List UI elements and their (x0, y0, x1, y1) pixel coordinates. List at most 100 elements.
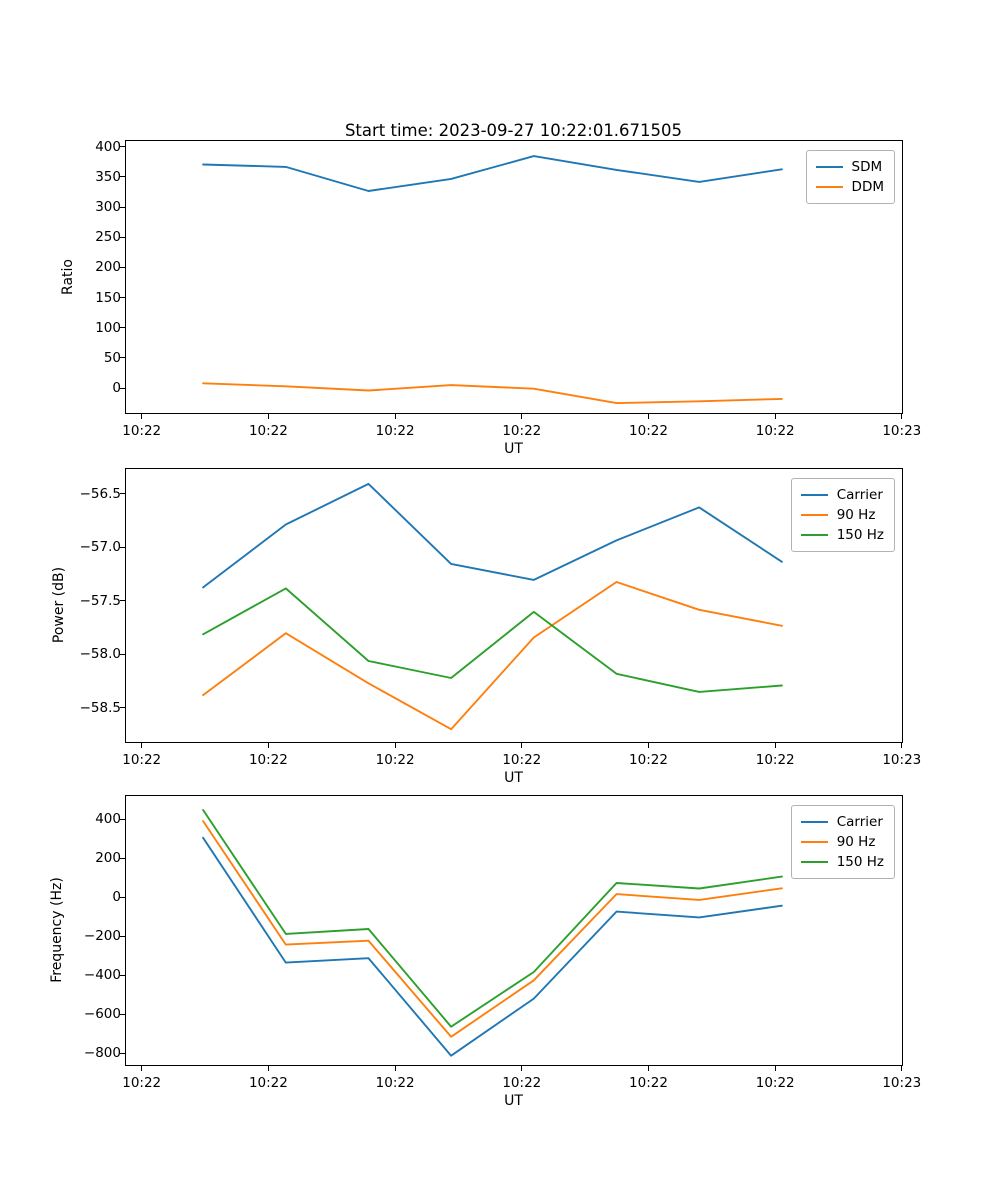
series-line-90-hz (202, 820, 783, 1038)
x-tick-mark (774, 1066, 776, 1071)
y-tick-label: −56.5 (79, 485, 121, 502)
x-tick-label: 10:22 (629, 423, 668, 439)
y-tick-mark (120, 857, 125, 859)
y-tick-mark (120, 266, 125, 268)
x-tick-mark (394, 414, 396, 419)
x-tick-label: 10:22 (375, 752, 415, 768)
legend-swatch-90-hz (800, 841, 828, 843)
legend-label: 150 Hz (836, 854, 884, 870)
y-tick-mark (120, 206, 125, 208)
legend-item: SDM (815, 159, 884, 175)
y-tick-label: −200 (83, 928, 121, 945)
series-line-ddm (202, 382, 783, 405)
y-tick-label: 200 (95, 850, 121, 867)
y-tick-label: 350 (95, 168, 121, 185)
y-tick-label: −600 (83, 1006, 121, 1023)
legend-label: 150 Hz (836, 527, 884, 543)
legend-ratio: SDM DDM (805, 150, 895, 204)
legend-swatch-150-hz (800, 534, 828, 536)
figure-title: Start time: 2023-09-27 10:22:01.671505 (344, 121, 683, 140)
x-tick-mark (774, 743, 776, 748)
y-tick-mark (120, 818, 125, 820)
y-tick-label: −800 (83, 1045, 121, 1062)
legend-item: Carrier (800, 814, 884, 830)
x-tick-label: 10:23 (882, 752, 922, 768)
x-tick-label: 10:22 (502, 423, 542, 439)
x-tick-mark (648, 1066, 649, 1071)
y-tick-label: 50 (103, 349, 121, 366)
series-line-150-hz (202, 809, 783, 1028)
legend-item: Carrier (800, 487, 884, 503)
x-tick-label: 10:22 (122, 1075, 162, 1091)
x-tick-label: 10:22 (248, 423, 288, 439)
legend-label: SDM (851, 159, 883, 175)
series-line-sdm (202, 155, 783, 192)
x-tick-mark (901, 414, 903, 419)
y-tick-mark (120, 1013, 125, 1015)
y-tick-label: 200 (95, 259, 121, 276)
y-tick-mark (120, 236, 125, 238)
y-tick-mark (120, 600, 125, 602)
legend-swatch-carrier (800, 821, 828, 823)
y-tick-mark (120, 707, 125, 709)
x-tick-mark (648, 743, 649, 748)
series-line-150-hz (202, 587, 783, 693)
x-tick-mark (521, 414, 523, 419)
plot-area-ratio (202, 155, 783, 405)
series-line-carrier (202, 836, 783, 1057)
x-tick-mark (901, 743, 903, 748)
subplot-ratio (125, 140, 903, 414)
y-tick-mark (120, 935, 125, 937)
x-tick-mark (394, 1066, 396, 1071)
x-tick-mark (521, 1066, 523, 1071)
y-tick-label: −57.5 (79, 592, 121, 609)
legend-frequency: Carrier 90 Hz 150 Hz (790, 805, 895, 879)
legend-item: 150 Hz (800, 854, 884, 870)
y-tick-label: −58.0 (79, 646, 121, 663)
x-axis-label-power: UT (504, 770, 523, 786)
y-tick-label: −57.0 (79, 539, 121, 556)
x-tick-label: 10:22 (248, 752, 288, 768)
legend-item: 150 Hz (800, 527, 884, 543)
x-axis-label-frequency: UT (504, 1093, 523, 1109)
x-tick-label: 10:22 (375, 1075, 415, 1091)
x-tick-mark (141, 414, 143, 419)
y-tick-mark (120, 493, 125, 495)
plot-area-power (202, 482, 783, 731)
y-tick-label: 0 (112, 380, 121, 396)
y-tick-label: 150 (95, 289, 121, 306)
legend-swatch-90-hz (800, 514, 828, 516)
x-tick-label: 10:22 (755, 752, 795, 768)
y-axis-label-frequency: Frequency (Hz) (49, 877, 65, 983)
y-tick-mark (120, 176, 125, 178)
y-tick-mark (120, 387, 125, 389)
legend-label: Carrier (836, 487, 883, 503)
y-tick-mark (120, 896, 125, 898)
y-tick-mark (120, 297, 125, 298)
subplot-frequency (125, 795, 903, 1066)
y-axis-label-ratio: Ratio (60, 258, 76, 295)
x-tick-mark (901, 1066, 903, 1071)
legend-swatch-carrier (800, 494, 828, 496)
x-tick-label: 10:22 (122, 423, 162, 439)
y-tick-mark (120, 327, 125, 329)
legend-swatch-150-hz (800, 861, 828, 863)
x-tick-mark (267, 414, 269, 419)
x-tick-label: 10:22 (122, 752, 162, 768)
plot-area-frequency (202, 809, 783, 1057)
legend-item: 90 Hz (800, 834, 884, 850)
x-tick-label: 10:22 (502, 1075, 542, 1091)
x-tick-label: 10:22 (629, 752, 668, 768)
y-tick-label: 250 (95, 229, 121, 246)
x-tick-mark (521, 743, 523, 748)
y-tick-mark (120, 146, 125, 148)
series-line-carrier (202, 482, 783, 589)
y-tick-mark (120, 1052, 125, 1054)
x-tick-label: 10:22 (755, 1075, 795, 1091)
x-tick-label: 10:23 (882, 423, 922, 439)
x-tick-mark (267, 743, 269, 748)
y-axis-label-power: Power (dB) (51, 566, 67, 644)
legend-swatch-ddm (815, 186, 843, 188)
y-tick-label: 300 (95, 199, 121, 215)
